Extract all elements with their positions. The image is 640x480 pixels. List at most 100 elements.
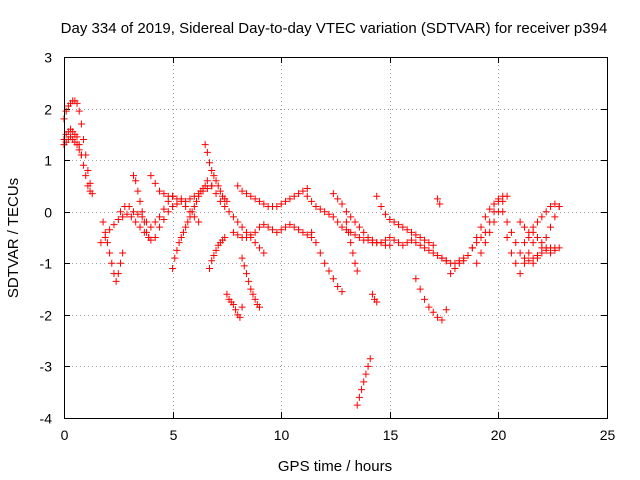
data-point (360, 378, 368, 386)
y-tick-label: -3 (40, 359, 53, 375)
data-point (177, 197, 185, 205)
data-point (232, 306, 240, 314)
data-point (106, 226, 114, 234)
data-point (114, 215, 122, 223)
data-point (408, 228, 416, 236)
series-arc25 (377, 234, 450, 265)
data-point (447, 270, 455, 278)
y-tick-label: 2 (44, 102, 52, 118)
data-point (251, 239, 259, 247)
data-point (123, 210, 131, 218)
data-point (334, 195, 342, 203)
data-point (353, 401, 361, 409)
data-point (477, 234, 485, 241)
data-point (390, 218, 398, 226)
data-point (240, 262, 248, 270)
data-point (186, 195, 194, 203)
data-point (516, 249, 524, 257)
data-point (312, 203, 320, 211)
data-point (542, 208, 550, 216)
data-point (255, 197, 263, 205)
data-point (160, 205, 168, 213)
data-point (216, 187, 224, 195)
data-point (210, 172, 218, 180)
data-point (140, 218, 148, 226)
data-point (99, 218, 107, 226)
data-point (73, 99, 81, 107)
data-point (164, 208, 172, 216)
data-point (421, 244, 429, 252)
data-point (238, 187, 246, 195)
data-point (533, 218, 541, 226)
data-point (255, 303, 263, 311)
data-point (112, 277, 120, 285)
data-point (377, 203, 385, 211)
data-point (225, 208, 233, 216)
data-point (210, 252, 218, 260)
data-point (295, 226, 303, 234)
data-point (421, 236, 429, 244)
data-point (286, 221, 294, 229)
data-point (308, 228, 316, 236)
data-point (303, 192, 311, 200)
data-point (551, 246, 559, 254)
data-point (134, 210, 142, 218)
data-point (221, 203, 229, 211)
data-point (147, 223, 155, 231)
data-point (321, 208, 329, 216)
data-point (86, 187, 94, 195)
data-point (130, 208, 138, 216)
data-point (477, 223, 485, 231)
data-point (229, 228, 237, 236)
data-point (303, 185, 311, 193)
data-point (425, 246, 433, 254)
data-point (214, 182, 222, 190)
data-point (438, 254, 446, 262)
data-point (547, 203, 555, 211)
data-point (429, 308, 437, 316)
data-point (184, 218, 192, 226)
data-point (490, 200, 498, 208)
series-arc7 (130, 172, 155, 244)
data-point (355, 223, 363, 231)
series-arc9 (151, 197, 203, 241)
x-tick-label: 10 (274, 427, 290, 443)
data-point (394, 221, 402, 229)
data-point (394, 239, 402, 247)
data-point (171, 254, 179, 262)
data-point (451, 264, 459, 272)
data-point (520, 223, 528, 231)
data-point (116, 259, 124, 267)
data-point (84, 166, 92, 174)
data-point (436, 200, 444, 208)
data-point (151, 234, 159, 241)
series-arc13 (206, 234, 229, 272)
data-point (547, 249, 555, 257)
data-point (377, 239, 385, 247)
data-point (381, 210, 389, 218)
data-point (362, 370, 370, 378)
data-point (325, 210, 333, 218)
data-point (75, 107, 83, 115)
data-point (486, 228, 494, 236)
data-point (182, 223, 190, 231)
data-point (347, 213, 355, 221)
data-point (316, 249, 324, 257)
data-point (73, 141, 81, 149)
data-points (60, 97, 563, 409)
data-point (186, 213, 194, 221)
y-tick-label: 1 (44, 153, 52, 169)
data-point (529, 239, 537, 247)
data-point (429, 249, 437, 257)
data-point (245, 277, 253, 285)
data-point (533, 254, 541, 262)
data-point (247, 231, 255, 239)
data-point (229, 301, 237, 309)
data-point (182, 203, 190, 211)
y-tick-label: -2 (40, 308, 53, 324)
data-point (223, 197, 231, 205)
data-point (538, 213, 546, 221)
data-point (490, 218, 498, 226)
x-tick-label: 0 (61, 427, 69, 443)
series-arc23 (368, 290, 381, 306)
